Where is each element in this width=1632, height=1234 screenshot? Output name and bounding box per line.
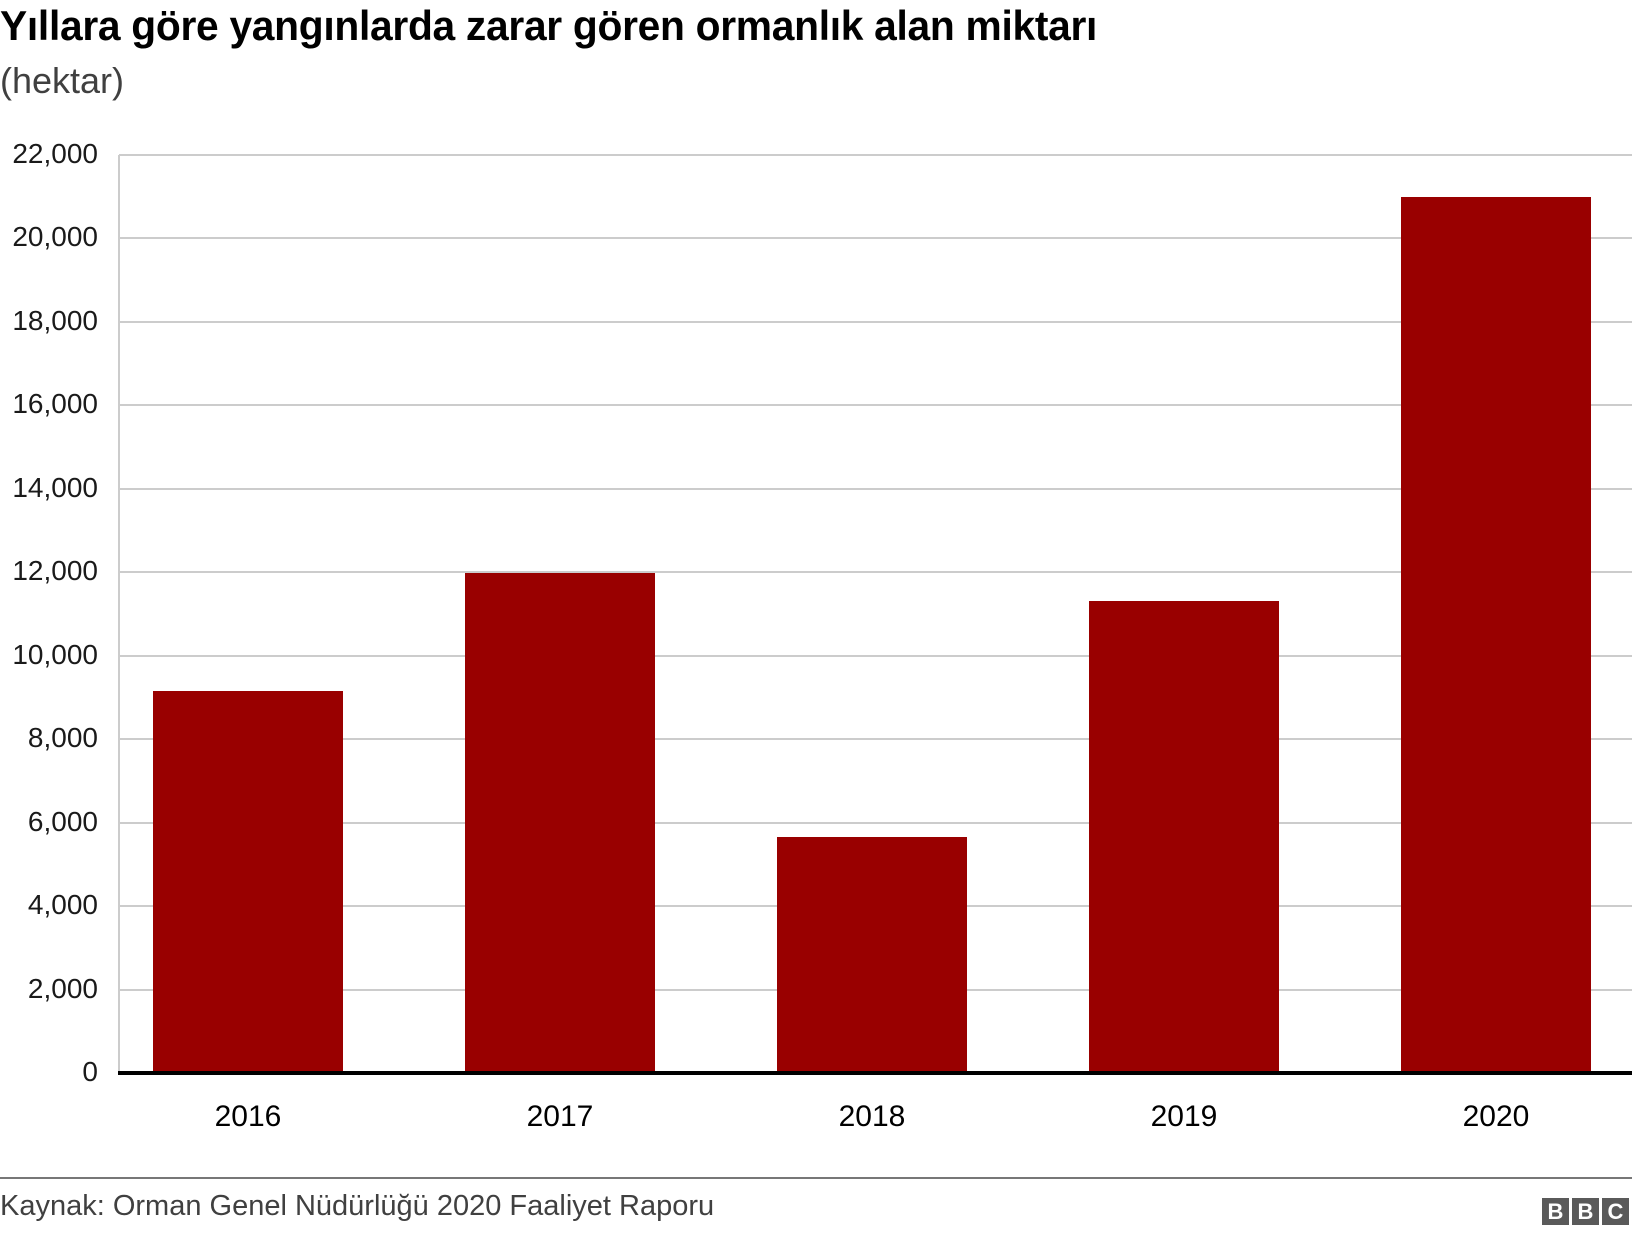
footer-divider [0,1177,1632,1179]
gridline [119,487,1632,490]
chart-title: Yıllara göre yangınlarda zarar gören orm… [0,2,1098,49]
y-tick-label: 4,000 [27,889,98,921]
bar-2017 [465,572,655,1073]
gridline [119,571,1632,574]
gridline [119,237,1632,240]
x-tick-label: 2018 [838,1100,906,1133]
x-tick-label: 2020 [1462,1100,1530,1133]
y-axis-line [118,155,120,1073]
bar-2019 [1089,601,1279,1073]
source-note: Kaynak: Orman Genel Nüdürlüğü 2020 Faali… [0,1190,715,1222]
y-tick-label: 22,000 [12,138,98,169]
y-tick-label: 2,000 [27,972,98,1004]
chart-subtitle: (hektar) [0,60,125,101]
y-tick-label: 18,000 [12,304,98,336]
logo-letter: C [1602,1198,1629,1225]
y-tick-label: 16,000 [12,388,98,420]
y-tick-label: 20,000 [12,221,98,253]
x-tick-label: 2019 [1150,1100,1218,1133]
y-tick-label: 0 [82,1056,98,1087]
bar-2018 [777,837,967,1073]
gridline [119,654,1632,657]
y-tick-label: 8,000 [27,722,98,754]
x-tick-label: 2017 [526,1100,594,1133]
y-tick-label: 10,000 [12,638,98,670]
gridline [119,404,1632,407]
bar-2016 [153,690,343,1073]
logo-letter: B [1572,1198,1599,1225]
bar-2020 [1401,196,1591,1073]
y-tick-label: 12,000 [12,555,98,587]
y-tick-label: 6,000 [27,805,98,837]
gridline [119,154,1632,156]
gridline [119,738,1632,741]
bbc-logo: B B C [1542,1198,1629,1225]
logo-letter: B [1542,1198,1569,1225]
x-axis-baseline [118,1071,1632,1075]
x-tick-label: 2016 [214,1100,282,1133]
y-tick-label: 14,000 [12,471,98,503]
gridline [119,821,1632,824]
gridline [119,320,1632,323]
